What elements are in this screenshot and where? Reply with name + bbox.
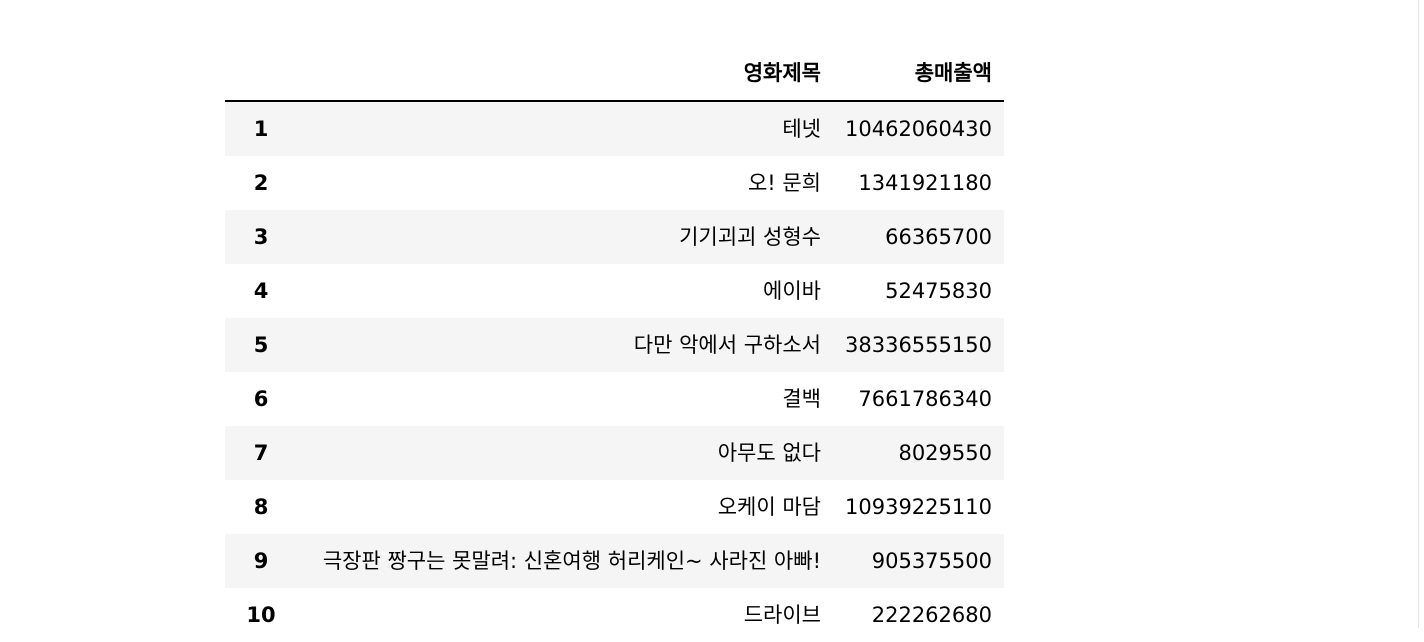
column-header-title: 영화제목 — [289, 46, 833, 102]
cell-sales: 38336555150 — [845, 333, 992, 357]
cell-title: 극장판 짱구는 못말려: 신혼여행 허리케인~ 사라진 아빠! — [322, 549, 821, 573]
table-row: 2 오! 문희 1341921180 — [225, 156, 1004, 210]
cell-title: 테넷 — [782, 117, 821, 141]
row-index: 4 — [253, 279, 269, 303]
cell-sales: 52475830 — [885, 279, 992, 303]
cell-sales: 222262680 — [871, 603, 992, 627]
table-row: 9 극장판 짱구는 못말려: 신혼여행 허리케인~ 사라진 아빠! 905375… — [225, 534, 1004, 588]
row-index: 8 — [253, 495, 269, 519]
cell-title: 기기괴괴 성형수 — [679, 225, 821, 249]
cell-sales: 10462060430 — [845, 117, 992, 141]
row-index: 10 — [246, 603, 276, 627]
cell-title: 결백 — [782, 387, 821, 411]
cell-title: 드라이브 — [743, 603, 821, 627]
cell-title: 오! 문희 — [747, 171, 821, 195]
index-header — [225, 46, 289, 102]
row-index: 7 — [253, 441, 269, 465]
cell-sales: 7661786340 — [858, 387, 992, 411]
table-row: 3 기기괴괴 성형수 66365700 — [225, 210, 1004, 264]
row-index: 1 — [253, 117, 269, 141]
cell-title: 에이바 — [763, 279, 821, 303]
page-edge-divider — [1418, 0, 1419, 628]
row-index: 2 — [253, 171, 269, 195]
cell-sales: 8029550 — [898, 441, 992, 465]
table-row: 7 아무도 없다 8029550 — [225, 426, 1004, 480]
cell-title: 다만 악에서 구하소서 — [633, 333, 821, 357]
table-row: 10 드라이브 222262680 — [225, 588, 1004, 642]
cell-sales: 66365700 — [885, 225, 992, 249]
table-row: 8 오케이 마담 10939225110 — [225, 480, 1004, 534]
table-row: 6 결백 7661786340 — [225, 372, 1004, 426]
cell-sales: 905375500 — [871, 549, 992, 573]
table-row: 1 테넷 10462060430 — [225, 101, 1004, 156]
table-row: 5 다만 악에서 구하소서 38336555150 — [225, 318, 1004, 372]
cell-title: 오케이 마담 — [717, 495, 821, 519]
cell-sales: 1341921180 — [858, 171, 992, 195]
table-body: 1 테넷 10462060430 2 오! 문희 1341921180 3 기기… — [225, 101, 1004, 642]
cell-sales: 10939225110 — [845, 495, 992, 519]
row-index: 3 — [253, 225, 269, 249]
row-index: 6 — [253, 387, 269, 411]
row-index: 5 — [253, 333, 269, 357]
table-header: 영화제목 총매출액 — [225, 46, 1004, 102]
cell-title: 아무도 없다 — [717, 441, 821, 465]
header-row: 영화제목 총매출액 — [225, 46, 1004, 102]
table-row: 4 에이바 52475830 — [225, 264, 1004, 318]
row-index: 9 — [253, 549, 269, 573]
dataframe-table: 영화제목 총매출액 1 테넷 10462060430 2 오! 문희 13419… — [225, 46, 1004, 642]
column-header-sales: 총매출액 — [833, 46, 1004, 102]
